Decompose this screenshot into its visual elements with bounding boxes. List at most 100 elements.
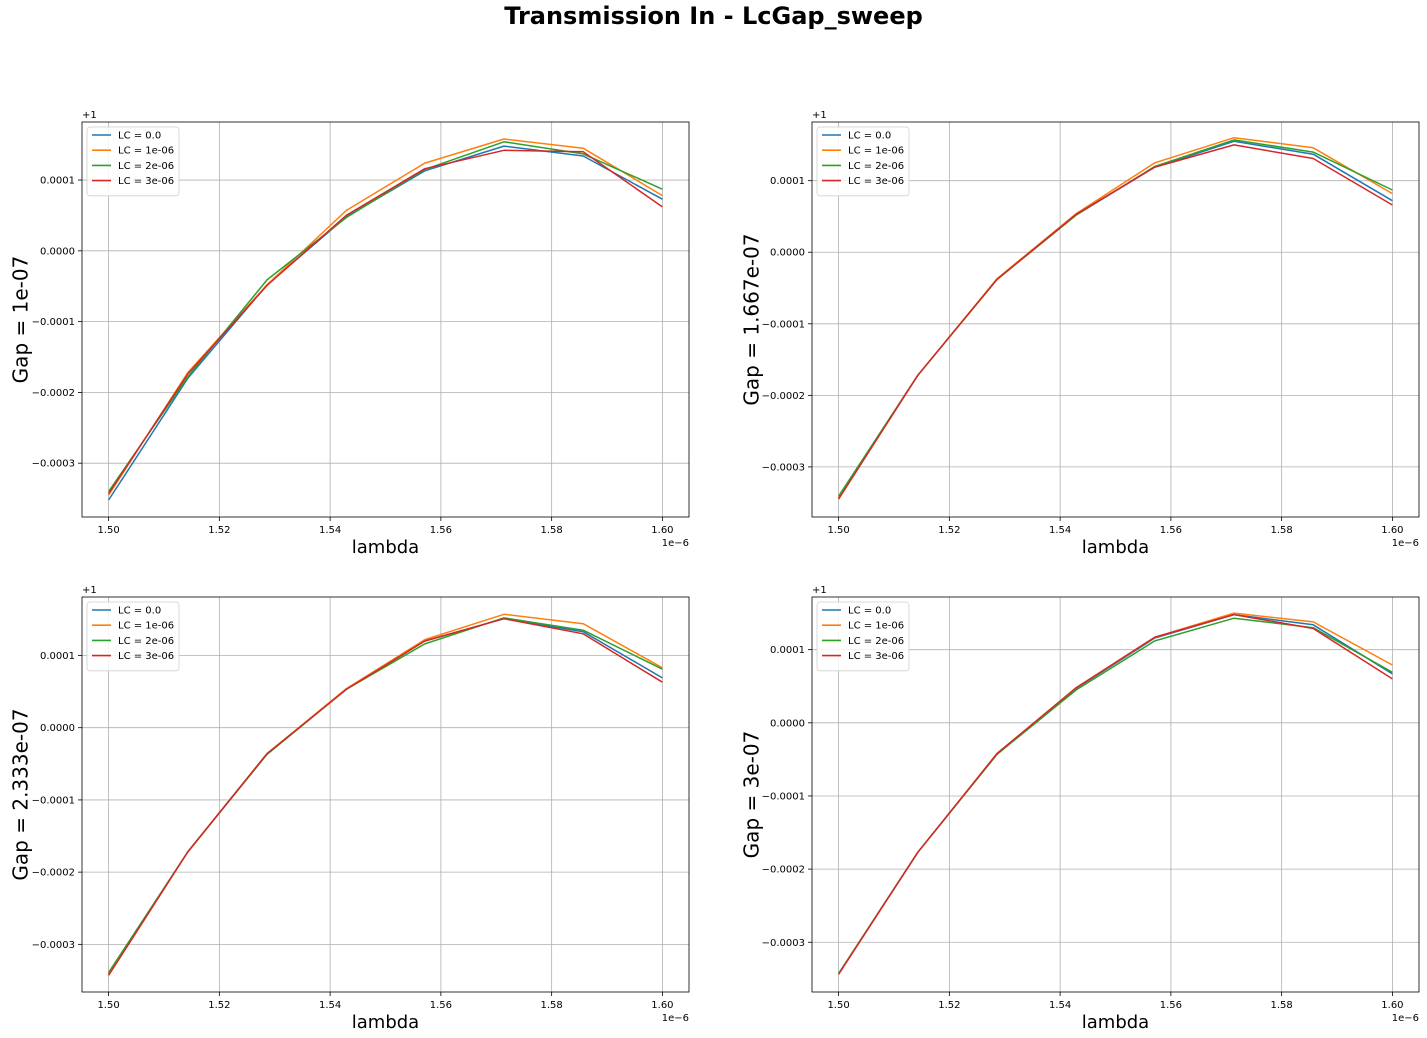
- x-axis-label: lambda: [352, 537, 419, 558]
- x-tick-label: 1.50: [97, 1000, 119, 1011]
- legend-label: LC = 1e-06: [118, 146, 174, 157]
- subplot-4: 1.50 1.52 1.54 1.56 1.58 1.60 −0.0003 −0.0002 −0…: [740, 585, 1420, 1033]
- y-tick-label: 0.0000: [770, 718, 805, 729]
- y-offset-text: +1: [82, 585, 97, 596]
- series-line-4: [837, 144, 1393, 500]
- y-tick-label: 0.0000: [770, 248, 805, 259]
- x-tick-label: 1.52: [208, 1000, 230, 1011]
- y-tick-label: 0.0001: [770, 645, 805, 656]
- x-tick-label: 1.58: [1271, 525, 1293, 536]
- legend: LC = 0.0 LC = 1e-06 LC = 2e-06 LC = 3e-06: [816, 601, 910, 672]
- y-offset-text: +1: [812, 110, 827, 121]
- legend-label: LC = 0.0: [118, 606, 161, 617]
- x-offset-text: 1e−6: [662, 538, 689, 549]
- legend-label: LC = 1e-06: [848, 621, 904, 632]
- x-tick-label: 1.50: [97, 525, 119, 536]
- y-tick-label: −0.0003: [32, 459, 75, 470]
- y-tick-label: −0.0002: [32, 388, 75, 399]
- series-line-4: [107, 617, 663, 976]
- series-line-4: [107, 149, 663, 495]
- x-tick-label: 1.56: [1160, 525, 1182, 536]
- x-tick-label: 1.60: [651, 1000, 673, 1011]
- y-tick-label: 0.0001: [40, 176, 75, 187]
- legend-label: LC = 3e-06: [848, 651, 904, 662]
- x-tick-label: 1.54: [1049, 525, 1071, 536]
- plot-area: [82, 597, 689, 992]
- y-tick-label: −0.0003: [762, 462, 805, 473]
- x-offset-text: 1e−6: [662, 1013, 689, 1024]
- legend-label: LC = 2e-06: [848, 161, 904, 172]
- y-tick-label: −0.0001: [32, 795, 75, 806]
- subplot-1: 1.50 1.52 1.54 1.56 1.58 1.60 −0.0003 −0.0002 −0…: [9, 110, 690, 558]
- subplot-3: 1.50 1.52 1.54 1.56 1.58 1.60 −0.0003 −0.0002 −0…: [9, 585, 690, 1033]
- axes-frame: [811, 121, 1420, 518]
- y-tick-label: 0.0001: [770, 176, 805, 187]
- legend-label: LC = 3e-06: [848, 176, 904, 187]
- y-axis-label: Gap = 3e-07: [740, 731, 764, 859]
- y-tick-label: −0.0001: [762, 791, 805, 802]
- legend-box: [86, 601, 180, 672]
- x-tick-label: 1.52: [208, 525, 230, 536]
- legend-label: LC = 2e-06: [848, 636, 904, 647]
- x-tick-label: 1.56: [430, 1000, 452, 1011]
- legend-label: LC = 3e-06: [118, 176, 174, 187]
- x-tick-label: 1.58: [541, 1000, 563, 1011]
- x-tick-label: 1.54: [319, 1000, 341, 1011]
- legend-label: LC = 1e-06: [848, 146, 904, 157]
- legend-label: LC = 0.0: [848, 131, 891, 142]
- series-line-4: [837, 613, 1393, 975]
- x-tick-label: 1.60: [1381, 1000, 1403, 1011]
- axes-frame: [811, 596, 1420, 993]
- legend: LC = 0.0 LC = 1e-06 LC = 2e-06 LC = 3e-06: [86, 601, 180, 672]
- y-tick-label: −0.0002: [762, 391, 805, 402]
- legend-box: [86, 126, 180, 197]
- x-tick-label: 1.52: [938, 1000, 960, 1011]
- plot-area: [82, 122, 689, 517]
- x-offset-text: 1e−6: [1392, 538, 1419, 549]
- legend-label: LC = 2e-06: [118, 161, 174, 172]
- y-tick-label: −0.0002: [32, 868, 75, 879]
- legend-label: LC = 0.0: [848, 606, 891, 617]
- legend-label: LC = 3e-06: [118, 651, 174, 662]
- y-tick-label: 0.0000: [40, 723, 75, 734]
- x-tick-label: 1.54: [319, 525, 341, 536]
- x-tick-label: 1.60: [651, 525, 673, 536]
- figure-title: Transmission In - LcGap_sweep: [504, 2, 923, 30]
- x-tick-label: 1.56: [1160, 1000, 1182, 1011]
- y-tick-label: 0.0000: [40, 246, 75, 257]
- y-tick-label: −0.0002: [762, 865, 805, 876]
- legend: LC = 0.0 LC = 1e-06 LC = 2e-06 LC = 3e-06: [86, 126, 180, 197]
- legend-box: [816, 126, 910, 197]
- y-axis-label: Gap = 2.333e-07: [9, 708, 33, 880]
- subplot-2: 1.50 1.52 1.54 1.56 1.58 1.60 −0.0003 −0.0002 −0…: [740, 110, 1420, 558]
- x-tick-label: 1.50: [827, 525, 849, 536]
- x-tick-label: 1.60: [1381, 525, 1403, 536]
- legend: LC = 0.0 LC = 1e-06 LC = 2e-06 LC = 3e-06: [816, 126, 910, 197]
- x-tick-label: 1.54: [1049, 1000, 1071, 1011]
- y-tick-label: −0.0003: [32, 940, 75, 951]
- legend-box: [816, 601, 910, 672]
- axes-frame: [81, 596, 690, 993]
- x-axis-label: lambda: [352, 1012, 419, 1033]
- x-tick-label: 1.50: [827, 1000, 849, 1011]
- x-tick-label: 1.58: [541, 525, 563, 536]
- y-tick-label: −0.0001: [32, 317, 75, 328]
- x-tick-label: 1.58: [1271, 1000, 1293, 1011]
- y-offset-text: +1: [82, 110, 97, 121]
- x-axis-label: lambda: [1082, 537, 1149, 558]
- legend-label: LC = 0.0: [118, 131, 161, 142]
- y-axis-label: Gap = 1e-07: [9, 256, 33, 384]
- y-offset-text: +1: [812, 585, 827, 596]
- x-offset-text: 1e−6: [1392, 1013, 1419, 1024]
- legend-label: LC = 1e-06: [118, 621, 174, 632]
- y-tick-label: −0.0001: [762, 319, 805, 330]
- y-tick-label: −0.0003: [762, 938, 805, 949]
- x-tick-label: 1.56: [430, 525, 452, 536]
- legend-label: LC = 2e-06: [118, 636, 174, 647]
- axes-frame: [81, 121, 690, 518]
- x-tick-label: 1.52: [938, 525, 960, 536]
- x-axis-label: lambda: [1082, 1012, 1149, 1033]
- y-tick-label: 0.0001: [40, 651, 75, 662]
